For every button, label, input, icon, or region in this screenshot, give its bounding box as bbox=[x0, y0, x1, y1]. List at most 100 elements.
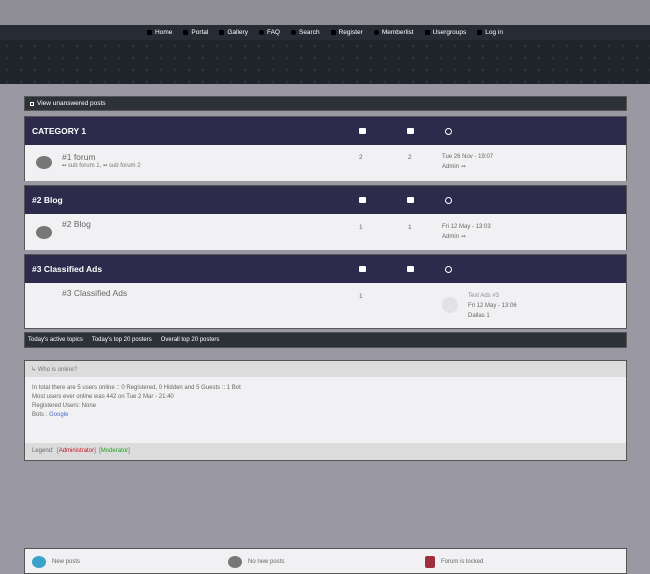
last-post: Fri 12 May - 13:03 Admin ⇛ bbox=[442, 222, 491, 242]
registered-users: Registered Users: None bbox=[32, 403, 97, 409]
last-post-user[interactable]: Dallas 1 bbox=[468, 313, 490, 319]
nav-register[interactable]: Register bbox=[330, 29, 363, 36]
forum-link[interactable]: #1 forum bbox=[62, 152, 96, 162]
nav-label: Search bbox=[298, 29, 320, 36]
bots-line: Bots : Google bbox=[32, 411, 619, 420]
key-label: No new posts bbox=[248, 559, 285, 565]
category-title[interactable]: #3 Classified Ads bbox=[32, 264, 103, 274]
category-title[interactable]: #2 Blog bbox=[32, 195, 63, 205]
view-unanswered-link[interactable]: View unanswered posts bbox=[37, 100, 106, 107]
no-new-posts-icon bbox=[228, 556, 242, 568]
key-locked: Forum is locked bbox=[425, 556, 483, 568]
posts-icon bbox=[407, 197, 414, 203]
icon-key: New posts No new posts Forum is locked bbox=[24, 548, 627, 574]
last-post-user[interactable]: Admin bbox=[442, 234, 460, 240]
register-icon bbox=[330, 30, 336, 35]
lock-icon bbox=[425, 556, 435, 568]
online-stats: In total there are 5 users online :: 0 R… bbox=[25, 377, 626, 443]
login-icon bbox=[477, 30, 483, 35]
posts-count: 2 bbox=[408, 154, 412, 161]
clock-icon bbox=[445, 128, 452, 135]
no-new-posts-icon bbox=[36, 226, 52, 239]
legend-administrator[interactable]: Administrator bbox=[58, 448, 95, 454]
subforum-link[interactable]: sub forum 2 bbox=[108, 163, 141, 169]
stats-links-bar: Today's active topics Today's top 20 pos… bbox=[24, 332, 627, 348]
key-no-new-posts: No new posts bbox=[228, 556, 284, 568]
last-post-user[interactable]: Admin bbox=[442, 164, 460, 170]
forum-link[interactable]: #3 Classified Ads bbox=[62, 288, 128, 298]
nav-label: Home bbox=[155, 29, 173, 36]
gallery-icon bbox=[219, 30, 225, 35]
nav-label: Memberlist bbox=[381, 29, 414, 36]
bots-label: Bots : bbox=[32, 412, 50, 418]
key-new-posts: New posts bbox=[32, 556, 80, 568]
nav-home[interactable]: Home bbox=[147, 29, 172, 36]
forum-row: #2 Blog 1 1 Fri 12 May - 13:03 Admin ⇛ bbox=[25, 214, 626, 250]
nav-label: Register bbox=[338, 29, 363, 36]
online-legend: Legend: [Administrator] [Moderator] bbox=[25, 443, 626, 460]
forum-row: #3 Classified Ads 1 Test Ads #3 Fri 12 M… bbox=[25, 283, 626, 328]
topics-icon bbox=[359, 266, 366, 272]
topics-icon bbox=[359, 197, 366, 203]
topics-count: 2 bbox=[359, 154, 363, 161]
category-3: #3 Classified Ads #3 Classified Ads 1 Te… bbox=[24, 254, 627, 329]
main-nav: Home Portal Gallery FAQ Search Register … bbox=[0, 25, 650, 40]
topics-count: 1 bbox=[359, 224, 363, 231]
last-post-date: Tue 26 Nov - 19:07 bbox=[442, 154, 494, 160]
category-1: CATEGORY 1 #1 forum ▪▪ sub forum 1, ▪▪ s… bbox=[24, 116, 627, 181]
goto-post-icon[interactable]: ⇛ bbox=[460, 234, 466, 240]
new-posts-icon bbox=[32, 556, 46, 568]
posts-icon bbox=[407, 266, 414, 272]
memberlist-icon bbox=[373, 30, 379, 35]
square-icon bbox=[30, 101, 34, 106]
nav-login[interactable]: Log in bbox=[477, 29, 503, 36]
topics-icon bbox=[359, 128, 366, 134]
last-post-title[interactable]: Test Ads #3 bbox=[468, 293, 500, 299]
nav-search[interactable]: Search bbox=[290, 29, 320, 36]
clock-icon bbox=[445, 197, 452, 204]
last-post-date: Fri 12 May - 13:06 bbox=[468, 303, 517, 309]
last-post-date: Fri 12 May - 13:03 bbox=[442, 224, 491, 230]
home-icon bbox=[147, 30, 153, 35]
last-post: Test Ads #3 Fri 12 May - 13:06 Dallas 1 bbox=[468, 291, 517, 321]
todays-active-topics-link[interactable]: Today's active topics bbox=[28, 337, 83, 343]
clock-icon bbox=[445, 266, 452, 273]
online-total: In total there are 5 users online :: 0 R… bbox=[32, 385, 241, 391]
bot-name: Google bbox=[49, 412, 69, 418]
nav-gallery[interactable]: Gallery bbox=[219, 29, 248, 36]
subforum-link[interactable]: sub forum 1 bbox=[67, 163, 100, 169]
key-label: Forum is locked bbox=[441, 559, 484, 565]
search-icon bbox=[290, 30, 296, 35]
category-header: #3 Classified Ads bbox=[25, 255, 626, 283]
legend-moderator[interactable]: Moderator bbox=[100, 448, 129, 454]
nav-portal[interactable]: Portal bbox=[183, 29, 208, 36]
nav-label: Portal bbox=[191, 29, 209, 36]
nav-memberlist[interactable]: Memberlist bbox=[373, 29, 414, 36]
online-record: Most users ever online was 442 on Tue 2 … bbox=[32, 394, 174, 400]
usergroups-icon bbox=[424, 30, 430, 35]
legend-label: Legend: bbox=[32, 448, 54, 454]
nav-usergroups[interactable]: Usergroups bbox=[424, 29, 467, 36]
faq-icon bbox=[258, 30, 264, 35]
goto-post-icon[interactable]: ⇛ bbox=[460, 164, 466, 170]
nav-label: Gallery bbox=[227, 29, 248, 36]
unanswered-bar: View unanswered posts bbox=[24, 96, 627, 111]
forum-link[interactable]: #2 Blog bbox=[62, 219, 91, 229]
category-2: #2 Blog #2 Blog 1 1 Fri 12 May - 13:03 A… bbox=[24, 185, 627, 250]
posts-count: 1 bbox=[408, 224, 412, 231]
overall-top-posters-link[interactable]: Overall top 20 posters bbox=[160, 337, 220, 343]
nav-label: Usergroups bbox=[432, 29, 467, 36]
who-is-online-title: Who is online? bbox=[37, 367, 78, 373]
top-gap bbox=[0, 0, 650, 25]
category-title[interactable]: CATEGORY 1 bbox=[32, 126, 87, 136]
nav-label: FAQ bbox=[266, 29, 280, 36]
who-is-online: ↳ Who is online? In total there are 5 us… bbox=[24, 360, 627, 461]
category-header: CATEGORY 1 bbox=[25, 117, 626, 145]
banner bbox=[0, 40, 650, 84]
todays-top-posters-link[interactable]: Today's top 20 posters bbox=[91, 337, 152, 343]
nav-faq[interactable]: FAQ bbox=[258, 29, 280, 36]
subforum-list: ▪▪ sub forum 1, ▪▪ sub forum 2 bbox=[62, 163, 141, 169]
last-post: Tue 26 Nov - 19:07 Admin ⇛ bbox=[442, 152, 493, 172]
forum-row: #1 forum ▪▪ sub forum 1, ▪▪ sub forum 2 … bbox=[25, 145, 626, 181]
key-label: New posts bbox=[52, 559, 81, 565]
